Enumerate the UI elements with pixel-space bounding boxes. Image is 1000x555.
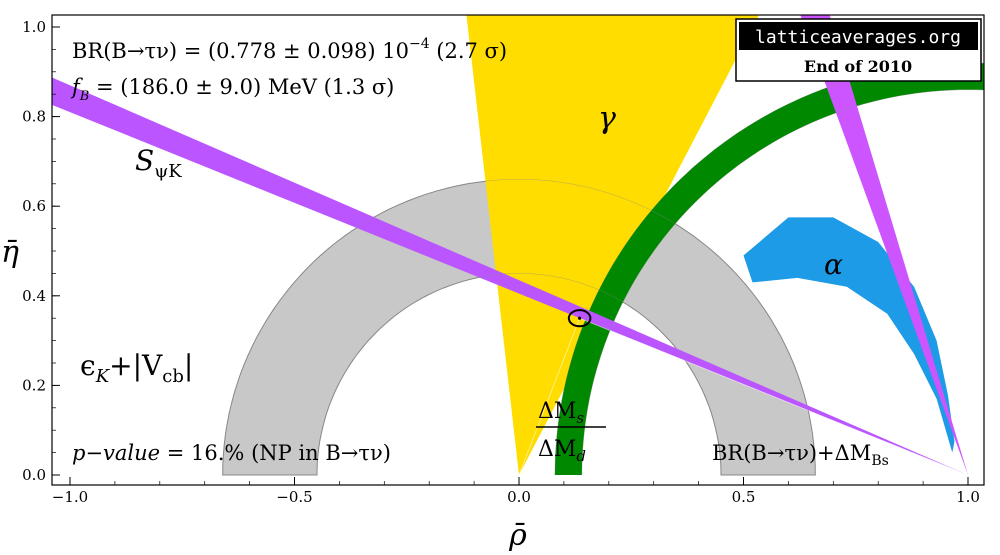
gamma-band — [466, 15, 760, 475]
y-tick-label: 0.0 — [22, 466, 46, 484]
x-tick-label: 1.0 — [956, 488, 980, 506]
triangle-side-left — [518, 318, 580, 476]
x-tick-label: −0.5 — [276, 488, 312, 506]
y-tick-label: 0.8 — [22, 108, 46, 126]
y-tick-label: 0.2 — [22, 376, 46, 394]
x-tick-label: 0.0 — [507, 488, 531, 506]
circle-guide-0 — [316, 273, 722, 476]
circle-guide-1 — [222, 179, 816, 476]
fit-ellipse — [567, 309, 592, 328]
info-site: latticeaverages.org — [755, 27, 961, 48]
fb-annotation: fB = (186.0 ± 9.0) MeV (1.3 σ) — [70, 75, 394, 104]
circle-guide-2 — [581, 89, 984, 476]
y-tick-label: 0.4 — [22, 287, 46, 305]
y-tick-label: 0.6 — [22, 197, 46, 215]
dms-label: ΔMs ΔMd — [536, 399, 606, 465]
svg-text:ΔMs: ΔMs — [538, 399, 584, 427]
epsk-label: ϵK+|Vcb| — [80, 349, 193, 387]
br-annotation: BR(B→τν) = (0.778 ± 0.098) 10−4 (2.7 σ) — [72, 36, 507, 63]
plot-frame — [51, 14, 985, 486]
x-tick-label: 0.5 — [732, 488, 756, 506]
fit-point — [567, 309, 592, 328]
fit-center — [578, 316, 582, 320]
info-box: latticeaverages.org End of 2010 — [735, 18, 982, 82]
triangle-side-right — [579, 317, 969, 476]
svg-text:ΔMd: ΔMd — [538, 437, 586, 465]
dm-ratio-band — [554, 62, 984, 475]
spsik-band — [52, 77, 968, 475]
info-date: End of 2010 — [804, 57, 912, 76]
y-axis-title: η̄ — [1, 235, 19, 270]
axis-ticks: −1.0 −0.5 0.0 0.5 1.0 0.0 0.2 0.4 0.6 0.8 1.0 — [22, 18, 980, 506]
pvalue-annotation: p−value = 16.% (NP in B→τν) — [72, 441, 391, 465]
x-axis-title: ρ̄ — [508, 518, 527, 553]
gamma-label: γ — [598, 101, 616, 136]
x-tick-label: −1.0 — [52, 488, 88, 506]
brdm-label: BR(B→τν)+ΔMBs — [712, 441, 889, 469]
constraint-bands — [52, 15, 984, 476]
alpha-label: α — [824, 248, 843, 281]
y-tick-label: 1.0 — [22, 18, 46, 36]
brdm-band — [800, 15, 968, 475]
spsik-label: SψK — [135, 144, 182, 182]
